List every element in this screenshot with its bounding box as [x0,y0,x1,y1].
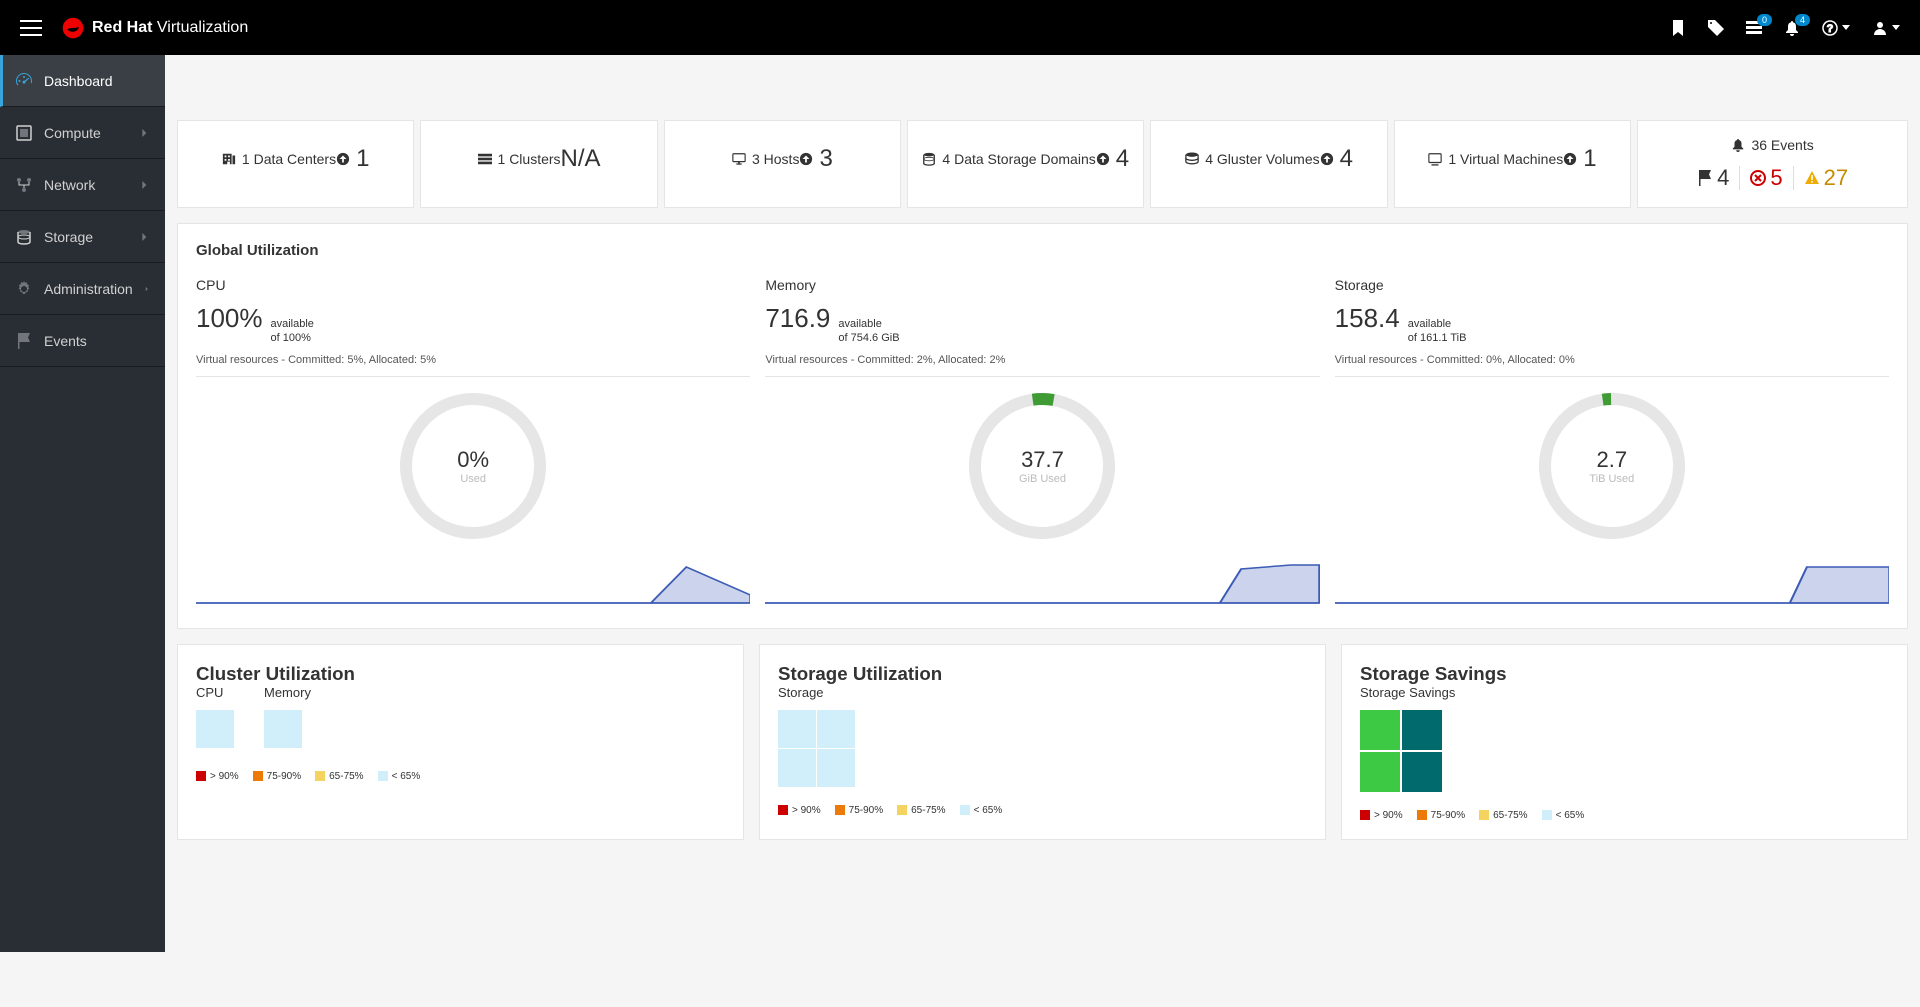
cluster-mem-tile[interactable] [264,710,302,748]
user-menu[interactable] [1872,20,1900,36]
legend: > 90% 75-90% 65-75% < 65% [196,771,725,782]
savings-heat-grid [1360,710,1444,792]
tasks-icon[interactable]: 0 [1746,20,1762,36]
bookmarks-icon[interactable] [1670,20,1686,36]
legend-item: 75-90% [253,771,301,782]
cluster-utilization-panel: Cluster Utilization CPU Memory > 90% 75-9… [177,644,744,840]
notifications-icon[interactable]: 4 [1784,20,1800,36]
global-utilization-panel: Global Utilization CPU 100%availableof 1… [177,223,1908,629]
legend: > 90% 75-90% 65-75% < 65% [1360,810,1889,821]
sidebar: DashboardComputeNetworkStorageAdministra… [0,55,165,952]
summary-row: 1 Data Centers11 ClustersN/A3 Hosts34 Da… [177,120,1908,208]
legend-item: < 65% [1542,810,1585,821]
nav-dashboard[interactable]: Dashboard [0,55,165,107]
legend-item: > 90% [778,805,821,816]
storage-tile[interactable] [778,749,816,787]
util-col-cpu: CPU 100%availableof 100% Virtual resourc… [196,277,750,610]
brand[interactable]: Red Hat Virtualization [62,17,248,39]
legend-item: > 90% [196,771,239,782]
legend-item: 65-75% [1479,810,1527,821]
summary-card[interactable]: 4 Data Storage Domains4 [907,120,1144,208]
summary-events-card[interactable]: 36 Events 4 5 27 [1637,120,1908,208]
storage-savings-panel: Storage Savings Storage Savings > 90% 75-… [1341,644,1908,840]
nav-compute[interactable]: Compute [0,107,165,159]
global-util-title: Global Utilization [196,242,1889,259]
nav-storage[interactable]: Storage [0,211,165,263]
redhat-logo-icon [62,17,84,39]
cluster-mem-label: Memory [264,685,311,700]
summary-card[interactable]: 1 Data Centers1 [177,120,414,208]
storage-heat-grid [778,710,856,787]
legend-item: > 90% [1360,810,1403,821]
legend: > 90% 75-90% 65-75% < 65% [778,805,1307,816]
bottom-row: Cluster Utilization CPU Memory > 90% 75-9… [177,644,1908,840]
savings-label: Storage Savings [1360,685,1889,700]
util-col-memory: Memory 716.9availableof 754.6 GiB Virtua… [765,277,1319,610]
summary-card[interactable]: 1 Virtual Machines1 [1394,120,1631,208]
storage-tile[interactable] [817,749,855,787]
tasks-badge: 0 [1757,14,1772,26]
savings-tile[interactable] [1360,710,1400,750]
brand-text: Red Hat Virtualization [92,19,248,37]
legend-item: < 65% [960,805,1003,816]
storage-tile[interactable] [778,710,816,748]
nav-events[interactable]: Events [0,315,165,367]
savings-tile[interactable] [1402,752,1442,792]
savings-title: Storage Savings [1360,663,1889,685]
legend-item: < 65% [378,771,421,782]
storage-util-title: Storage Utilization [778,663,1307,685]
legend-item: 65-75% [897,805,945,816]
summary-card[interactable]: 1 ClustersN/A [420,120,657,208]
util-col-storage: Storage 158.4availableof 161.1 TiB Virtu… [1335,277,1889,610]
nav-network[interactable]: Network [0,159,165,211]
menu-toggle[interactable] [20,20,42,36]
cluster-cpu-label: CPU [196,685,234,700]
storage-util-label: Storage [778,685,1307,700]
cluster-util-title: Cluster Utilization [196,663,725,685]
storage-tile[interactable] [817,710,855,748]
nav-administration[interactable]: Administration [0,263,165,315]
legend-item: 75-90% [1417,810,1465,821]
help-menu[interactable] [1822,20,1850,36]
storage-utilization-panel: Storage Utilization Storage > 90% 75-90% 6… [759,644,1326,840]
savings-tile[interactable] [1402,710,1442,750]
main-content: 1 Data Centers11 ClustersN/A3 Hosts34 Da… [165,110,1920,1007]
summary-card[interactable]: 3 Hosts3 [664,120,901,208]
legend-item: 75-90% [835,805,883,816]
notif-badge: 4 [1795,14,1810,26]
topbar: Red Hat Virtualization 0 4 [0,0,1920,55]
cluster-cpu-tile[interactable] [196,710,234,748]
legend-item: 65-75% [315,771,363,782]
tags-icon[interactable] [1708,20,1724,36]
summary-card[interactable]: 4 Gluster Volumes4 [1150,120,1387,208]
savings-tile[interactable] [1360,752,1400,792]
